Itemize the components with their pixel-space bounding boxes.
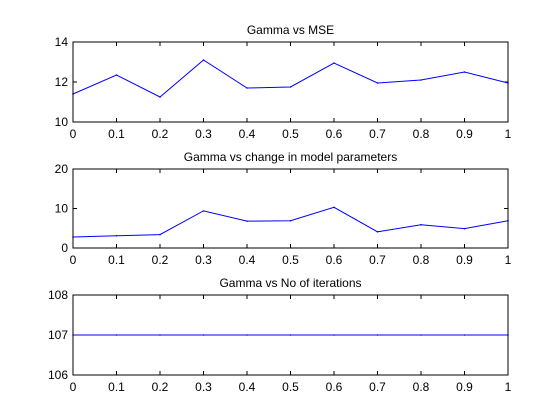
x-tick-label: 0.1 — [108, 253, 125, 267]
x-tick-label: 1 — [505, 380, 512, 394]
data-point — [159, 233, 161, 236]
data-point — [333, 334, 335, 336]
data-point — [333, 206, 335, 209]
data-point — [159, 334, 161, 336]
y-tick-label: 108 — [48, 288, 68, 302]
data-point — [333, 62, 335, 64]
data-point — [115, 234, 118, 237]
y-tick-label: 14 — [55, 35, 69, 49]
axes-frame — [72, 41, 509, 123]
y-tick-label: 107 — [48, 328, 68, 342]
data-point — [289, 334, 292, 336]
x-tick-label: 0.8 — [413, 127, 430, 141]
data-point — [202, 210, 205, 212]
data-point — [376, 82, 379, 84]
x-tick-label: 0.2 — [152, 253, 169, 267]
x-tick-label: 0.6 — [326, 253, 343, 267]
data-point — [463, 334, 466, 336]
x-tick-label: 0.3 — [195, 127, 212, 141]
x-tick-label: 0.9 — [456, 380, 473, 394]
plot-area — [73, 169, 508, 248]
x-tick-label: 0.9 — [456, 127, 473, 141]
x-tick-label: 0.7 — [369, 127, 386, 141]
x-tick-label: 0 — [70, 380, 77, 394]
x-tick-label: 0.5 — [282, 127, 299, 141]
y-tick-label: 10 — [55, 202, 69, 216]
x-tick-label: 0.5 — [282, 380, 299, 394]
x-tick-label: 0.4 — [239, 380, 256, 394]
x-tick-label: 0.1 — [108, 127, 125, 141]
data-point — [420, 334, 422, 336]
data-point — [115, 74, 118, 76]
plot-area — [73, 42, 508, 122]
x-tick-label: 0.9 — [456, 253, 473, 267]
x-tick-label: 0.2 — [152, 127, 169, 141]
x-tick-label: 0 — [70, 127, 77, 141]
chart-title: Gamma vs change in model parameters — [184, 150, 397, 164]
chart-1: Gamma vs MSE 0 0.1 0.2 0.3 0.4 0.5 0.6 0.7 0.8 0.9… — [55, 23, 512, 141]
x-tick-label: 0.6 — [326, 380, 343, 394]
x-tick-label: 0.5 — [282, 253, 299, 267]
data-point — [246, 334, 248, 336]
data-point — [246, 220, 248, 222]
x-tick-label: 0.7 — [369, 380, 386, 394]
x-tick-label: 0.8 — [413, 380, 430, 394]
data-point — [289, 219, 292, 222]
x-tick-label: 1 — [505, 253, 512, 267]
x-tick-label: 0.4 — [239, 253, 256, 267]
data-point — [115, 334, 118, 336]
x-tick-label: 0.1 — [108, 380, 125, 394]
axes-frame — [72, 168, 509, 249]
data-point — [289, 86, 292, 88]
data-point — [202, 334, 205, 336]
y-tick-label: 10 — [55, 115, 69, 129]
data-point — [159, 96, 161, 98]
chart-3: Gamma vs No of iterations 0 0.1 0.2 0.3 0.4 0.… — [48, 276, 512, 394]
x-tick-label: 0.2 — [152, 380, 169, 394]
data-point — [376, 334, 379, 336]
chart-title: Gamma vs No of iterations — [219, 276, 361, 290]
x-tick-label: 0 — [70, 253, 77, 267]
data-point — [202, 59, 205, 61]
data-point — [463, 71, 466, 73]
data-point — [420, 223, 422, 226]
chart-title: Gamma vs MSE — [247, 23, 334, 37]
x-tick-label: 1 — [505, 127, 512, 141]
x-tick-label: 0.4 — [239, 127, 256, 141]
y-tick-label: 0 — [61, 241, 68, 255]
y-tick-label: 12 — [55, 75, 69, 89]
x-tick-label: 0.6 — [326, 127, 343, 141]
data-point — [376, 231, 379, 233]
x-tick-label: 0.3 — [195, 380, 212, 394]
x-tick-label: 0.8 — [413, 253, 430, 267]
y-tick-label: 106 — [48, 368, 68, 382]
data-point — [246, 87, 248, 89]
data-point — [420, 79, 422, 81]
chart-2: Gamma vs change in model parameters 0 0.1 0… — [55, 150, 512, 267]
y-tick-label: 20 — [55, 162, 69, 176]
axes-frame — [72, 294, 509, 376]
x-tick-label: 0.3 — [195, 253, 212, 267]
data-point — [463, 227, 466, 230]
x-tick-label: 0.7 — [369, 253, 386, 267]
